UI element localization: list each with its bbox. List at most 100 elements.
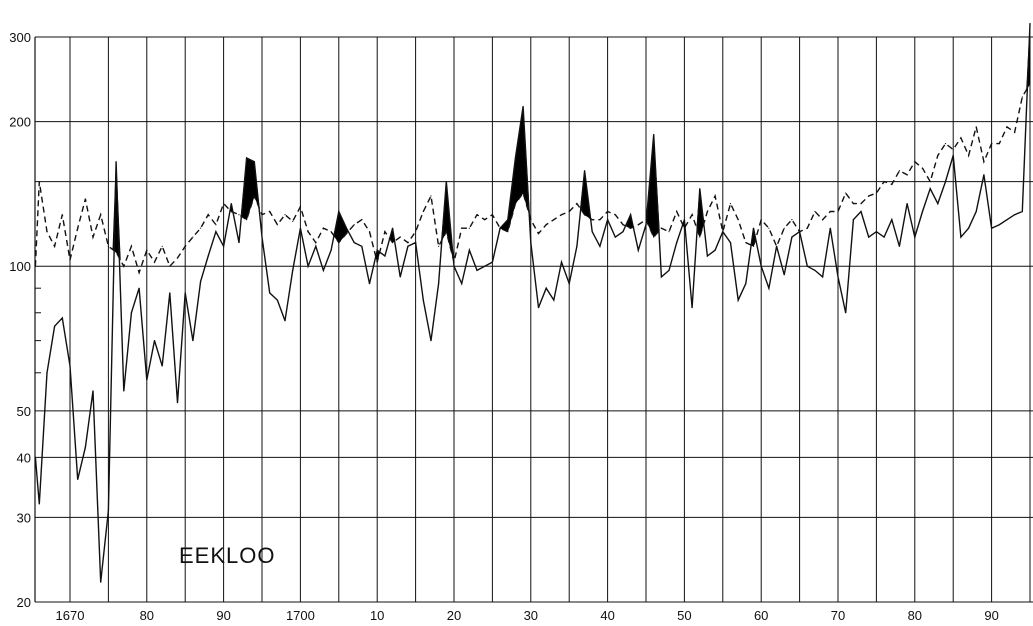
point-solid xyxy=(814,269,816,272)
point-dashed xyxy=(207,214,209,216)
point-dashed xyxy=(737,219,739,221)
point-dashed xyxy=(84,198,86,200)
point-solid xyxy=(806,265,808,267)
point-dashed xyxy=(391,241,394,244)
point-solid xyxy=(61,317,63,319)
series-line-dashed xyxy=(34,83,1031,275)
point-solid xyxy=(522,105,524,108)
point-solid xyxy=(384,255,386,257)
point-solid xyxy=(560,261,563,263)
point-solid xyxy=(706,255,709,257)
point-dashed xyxy=(461,227,463,229)
point-dashed xyxy=(353,224,355,226)
point-solid xyxy=(829,227,831,229)
point-solid xyxy=(660,276,662,278)
y-tick-label: 100 xyxy=(9,259,31,274)
chart-title: EEKLOO xyxy=(179,543,275,568)
point-solid xyxy=(868,236,870,238)
point-dashed xyxy=(284,214,286,216)
point-dashed xyxy=(944,142,947,145)
point-solid xyxy=(468,249,470,251)
point-solid xyxy=(491,261,493,263)
point-dashed xyxy=(691,214,693,216)
point-dashed xyxy=(92,236,94,238)
point-solid xyxy=(92,390,94,392)
point-dashed xyxy=(975,126,977,128)
point-dashed xyxy=(845,192,847,194)
point-solid xyxy=(246,157,248,159)
point-solid xyxy=(906,202,908,205)
point-dashed xyxy=(868,195,870,197)
point-dashed xyxy=(176,257,179,259)
point-dashed xyxy=(768,227,770,229)
point-solid xyxy=(998,224,1000,226)
point-solid xyxy=(476,269,478,272)
point-solid xyxy=(683,219,686,221)
point-dashed xyxy=(607,210,609,213)
point-solid xyxy=(415,241,417,244)
y-tick-label: 30 xyxy=(17,510,31,525)
point-solid xyxy=(330,249,332,251)
point-solid xyxy=(653,133,655,136)
point-dashed xyxy=(54,245,56,247)
point-dashed xyxy=(576,202,578,205)
point-dashed xyxy=(806,227,808,229)
x-tick-label: 90 xyxy=(216,608,230,623)
point-dashed xyxy=(937,154,939,157)
point-dashed xyxy=(307,231,309,233)
point-solid xyxy=(322,269,325,272)
point-solid xyxy=(967,227,970,229)
point-solid xyxy=(745,283,747,285)
point-dashed xyxy=(46,231,48,233)
point-dashed xyxy=(61,214,63,216)
point-solid xyxy=(353,241,355,244)
point-dashed xyxy=(153,261,156,263)
point-solid xyxy=(261,236,263,238)
point-dashed xyxy=(507,231,509,233)
point-dashed xyxy=(453,261,455,263)
point-solid xyxy=(123,390,125,392)
point-solid xyxy=(422,299,424,301)
point-dashed xyxy=(499,227,501,229)
point-dashed xyxy=(560,214,563,216)
x-tick-label: 20 xyxy=(447,608,461,623)
x-tick-label: 30 xyxy=(524,608,538,623)
point-dashed xyxy=(438,245,440,247)
point-solid xyxy=(860,210,862,213)
point-dashed xyxy=(875,192,878,194)
point-dashed xyxy=(706,210,709,213)
point-solid xyxy=(729,241,732,244)
point-solid xyxy=(852,219,854,221)
point-dashed xyxy=(292,220,294,222)
x-tick-label: 40 xyxy=(600,608,614,623)
point-dashed xyxy=(852,202,854,205)
point-dashed xyxy=(1006,126,1008,128)
point-dashed xyxy=(799,231,801,233)
point-dashed xyxy=(837,210,839,213)
point-solid xyxy=(230,202,232,205)
point-dashed xyxy=(269,210,271,213)
point-dashed xyxy=(637,224,639,226)
point-solid xyxy=(691,307,693,309)
x-tick-label: 60 xyxy=(754,608,768,623)
point-solid xyxy=(46,372,48,374)
y-tick-label: 20 xyxy=(17,595,31,610)
point-solid xyxy=(845,312,847,314)
point-dashed xyxy=(775,245,778,247)
point-dashed xyxy=(38,181,40,183)
point-solid xyxy=(599,245,601,247)
point-dashed xyxy=(115,251,117,253)
point-solid xyxy=(975,210,977,213)
point-solid xyxy=(223,245,225,247)
point-solid xyxy=(837,276,839,278)
y-tick-label: 50 xyxy=(17,404,31,419)
point-solid xyxy=(898,245,901,247)
point-dashed xyxy=(361,219,363,221)
point-solid xyxy=(84,446,86,448)
x-tick-label: 80 xyxy=(908,608,922,623)
x-tick-label: 50 xyxy=(677,608,691,623)
point-dashed xyxy=(230,210,232,213)
point-dashed xyxy=(906,174,908,176)
point-solid xyxy=(591,231,593,233)
